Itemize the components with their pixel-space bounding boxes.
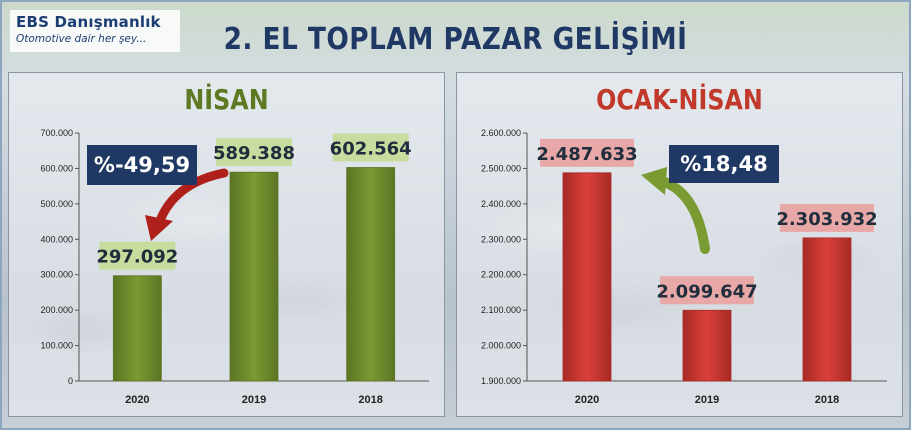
bar-2019 (229, 171, 279, 382)
y-tick-label: 400.000 (40, 234, 73, 244)
data-label: 602.564 (330, 139, 412, 160)
y-tick-label: 2.600.000 (481, 128, 521, 138)
y-tick-label: 200.000 (40, 305, 73, 315)
bar-2020 (562, 172, 612, 382)
page-title: 2. EL TOPLAM PAZAR GELİŞİMİ (223, 22, 688, 57)
y-tick-label: 2.000.000 (481, 341, 521, 351)
data-label: 589.388 (213, 143, 295, 164)
bar-chart-ocak-nisan: 1.900.000 2.000.000 2.100.000 2.200.000 2.30… (481, 128, 887, 406)
data-label-box (332, 133, 409, 162)
data-label-box (99, 241, 176, 270)
increase-arrow-icon (657, 176, 710, 254)
bar-2019 (682, 309, 732, 382)
chart-title-nisan: NİSAN (184, 83, 269, 116)
chart-panel-ocak-nisan: OCAK-NİSAN 1.900.000 2.000.000 2.100.000 2.… (456, 72, 903, 417)
bar-2020 (112, 275, 162, 382)
decline-arrow-icon (154, 168, 229, 228)
x-tick-label: 2020 (125, 394, 149, 406)
ebs-logo: EBS Danışmanlık Otomotive dair her şey..… (10, 10, 180, 52)
data-label: 297.092 (96, 247, 178, 268)
data-label: 2.487.633 (536, 144, 637, 165)
bar-chart-nisan: 0 100.000 200.000 300.000 400.000 500.000 600.… (40, 128, 429, 406)
y-tick-label: 2.100.000 (481, 305, 521, 315)
y-tick-label: 100.000 (40, 341, 73, 351)
y-tick-label: 2.400.000 (481, 199, 521, 209)
y-tick-label: 2.300.000 (481, 234, 521, 244)
y-tick-label: 2.200.000 (481, 270, 521, 280)
increase-arrowhead-icon (641, 167, 667, 195)
x-tick-label: 2019 (242, 394, 266, 406)
y-tick-label: 700.000 (40, 128, 73, 138)
y-tick-label: 300.000 (40, 270, 73, 280)
data-label-box (216, 138, 292, 167)
bar-2018 (802, 237, 852, 382)
decline-arrowhead-icon (145, 215, 173, 241)
y-tick-label: 2.500.000 (481, 163, 521, 173)
data-label: 2.303.932 (776, 209, 877, 230)
y-tick-label: 500.000 (40, 199, 73, 209)
y-tick-label: 600.000 (40, 163, 73, 173)
chart-panel-nisan: NİSAN 0 100.000 200.000 300.000 400.000 500.0… (8, 72, 445, 417)
x-tick-label: 2018 (358, 394, 382, 406)
bar-2018 (346, 167, 396, 382)
x-tick-label: 2018 (815, 394, 839, 406)
change-badge-ocak-nisan: %18,48 (669, 145, 779, 183)
change-badge-nisan: %-49,59 (87, 145, 197, 185)
data-label-box (780, 203, 874, 232)
logo-name: EBS Danışmanlık (16, 13, 161, 31)
y-tick-label: 0 (68, 376, 73, 386)
y-tick-label: 1.900.000 (481, 376, 521, 386)
data-label-box (660, 276, 754, 305)
data-label: 2.099.647 (656, 281, 757, 302)
x-tick-label: 2020 (575, 394, 599, 406)
chart-title-ocak-nisan: OCAK-NİSAN (596, 83, 763, 116)
x-tick-label: 2019 (695, 394, 719, 406)
logo-slogan: Otomotive dair her şey... (16, 33, 147, 45)
data-label-box (540, 138, 634, 167)
